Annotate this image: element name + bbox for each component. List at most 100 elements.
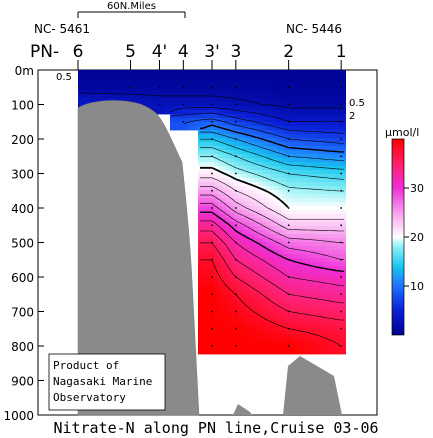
chart-title: Nitrate-N along PN line,Cruise 03-06	[53, 419, 378, 437]
sample-point	[211, 345, 213, 347]
sample-point	[211, 207, 213, 209]
sample-point	[287, 189, 290, 192]
y-tick-label: 400	[11, 202, 34, 216]
sample-point	[182, 86, 185, 89]
contour-line	[200, 220, 345, 286]
station-label: 4	[178, 42, 189, 62]
contour-label-left: 0.5	[56, 72, 72, 83]
contour-line	[200, 156, 345, 192]
station-group-right: NC- 5446	[286, 22, 342, 36]
y-tick-label: 0m	[15, 64, 34, 78]
station-group-left: NC- 5461	[34, 22, 90, 36]
sample-point	[234, 327, 237, 330]
sample-point	[340, 327, 343, 330]
contour-line	[200, 131, 345, 161]
sample-point	[211, 310, 213, 313]
sample-point	[340, 155, 343, 158]
sample-point	[287, 103, 290, 106]
contour-line	[200, 230, 345, 304]
contour-line	[183, 118, 345, 144]
station-label: 5	[125, 42, 136, 62]
seafloor-ridge-right	[283, 356, 342, 415]
station-label: 4'	[152, 42, 168, 62]
y-tick-label: 100	[11, 99, 34, 113]
sample-point	[78, 103, 79, 106]
contour-label-right-2: 2	[349, 111, 355, 122]
sample-point	[234, 207, 237, 209]
contour-line	[200, 242, 345, 321]
contour-line	[171, 112, 345, 134]
sample-point	[287, 327, 290, 330]
contour-line	[200, 166, 289, 208]
sample-point	[287, 293, 290, 296]
sample-point	[234, 120, 237, 123]
sample-point	[287, 120, 290, 123]
sample-point	[287, 258, 290, 261]
y-tick-label: 900	[11, 375, 34, 389]
seafloor-ridge-small	[233, 404, 252, 415]
station-label: 3'	[204, 42, 220, 62]
sample-point	[211, 224, 213, 227]
sample-point	[287, 241, 290, 244]
station-prefix: PN-	[30, 42, 59, 62]
y-tick-label: 800	[11, 340, 34, 354]
sample-point	[340, 207, 343, 209]
colorbar-tick-label: 20	[410, 231, 424, 244]
sample-point	[234, 103, 237, 106]
sample-point	[287, 155, 290, 158]
y-tick-label: 700	[11, 306, 34, 320]
sample-point	[234, 258, 237, 261]
sample-point	[211, 138, 213, 140]
y-axis: 0m 100 200 300 400 500 600 700 800 900 1000	[3, 64, 44, 423]
sample-point	[182, 120, 185, 123]
contour-line	[200, 203, 345, 260]
sample-point	[211, 189, 213, 192]
sample-point	[287, 172, 290, 175]
contour-line	[200, 194, 345, 244]
sample-point	[211, 86, 213, 89]
colorbar-gradient	[391, 138, 405, 336]
sample-point	[211, 103, 213, 106]
sample-point	[234, 224, 237, 227]
distance-scale-label: 60N.Miles	[107, 1, 156, 12]
sample-point	[234, 155, 237, 158]
seafloor-shelf	[77, 100, 200, 416]
sample-point	[287, 310, 290, 313]
sample-point	[211, 293, 213, 296]
contour-line	[79, 92, 344, 109]
sample-point	[340, 293, 343, 296]
credit-line-1: Product of	[53, 359, 119, 372]
sample-point	[211, 155, 213, 158]
sample-point	[340, 224, 343, 227]
sample-point	[211, 258, 213, 261]
sample-point	[340, 241, 343, 244]
sample-point	[340, 172, 343, 175]
colorbar-unit: μmol/l	[385, 126, 419, 139]
y-tick-label: 500	[11, 237, 34, 251]
station-label: 6	[73, 42, 84, 62]
sample-point	[211, 276, 213, 278]
sample-point	[234, 345, 237, 347]
sample-point	[340, 345, 343, 347]
sample-point	[340, 86, 343, 89]
sample-point	[211, 241, 213, 244]
sample-point	[287, 224, 290, 227]
sample-point	[211, 172, 213, 175]
contour-line	[200, 259, 341, 347]
sample-point	[340, 120, 343, 123]
sample-point	[287, 276, 290, 278]
sample-point	[211, 327, 213, 330]
sample-point	[340, 138, 343, 140]
y-tick-label: 300	[11, 168, 34, 182]
sample-point	[234, 310, 237, 313]
sample-point	[287, 207, 290, 209]
sample-point	[158, 103, 161, 106]
station-label: 1	[336, 42, 347, 62]
sample-point	[340, 103, 343, 106]
sample-point	[287, 345, 290, 347]
sample-point	[234, 276, 237, 278]
sample-point	[287, 138, 290, 140]
contour-line	[199, 124, 345, 153]
sample-point	[234, 86, 237, 89]
contour-line	[170, 107, 344, 122]
